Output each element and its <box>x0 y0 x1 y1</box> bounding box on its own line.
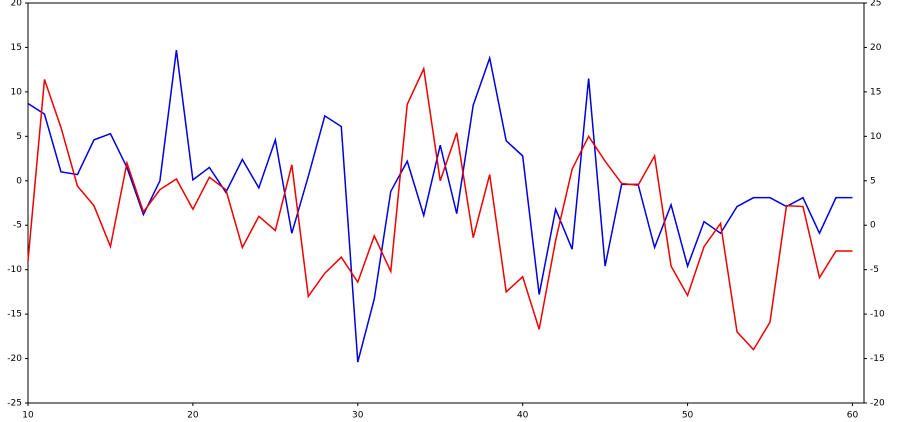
y2-tick-label: 25 <box>870 0 881 9</box>
data-line <box>27 50 853 363</box>
y2-tick-label: 20 <box>870 43 882 53</box>
y2-tick-label: 10 <box>870 132 882 142</box>
x-tick-label: 50 <box>682 411 694 421</box>
y-tick-label: -20 <box>7 354 22 364</box>
y-tick-label: 20 <box>11 0 23 9</box>
y2-tick-label: 5 <box>870 176 876 186</box>
y-tick-label: 0 <box>16 176 22 186</box>
x-tick-label: 10 <box>22 411 34 421</box>
x-tick-label: 40 <box>517 411 529 421</box>
y2-tick-label: 0 <box>870 221 876 231</box>
plot-frame <box>27 2 865 404</box>
y-tick-label: -5 <box>13 221 22 231</box>
y-tick-label: -10 <box>7 265 22 275</box>
y-tick-label: -15 <box>7 310 22 320</box>
x-tick-label: 60 <box>847 411 859 421</box>
y2-tick-label: 15 <box>870 87 881 97</box>
y2-tick-label: -20 <box>870 399 885 409</box>
y-tick-label: 5 <box>16 132 22 142</box>
y-tick-label: 15 <box>11 43 22 53</box>
y2-tick-label: -5 <box>870 265 879 275</box>
y2-tick-label: -15 <box>870 354 885 364</box>
y-tick-label: -25 <box>7 399 22 409</box>
x-tick-label: 30 <box>352 411 364 421</box>
y-tick-label: 10 <box>11 87 23 97</box>
data-line <box>27 66 853 351</box>
y2-tick-label: -10 <box>870 310 885 320</box>
x-tick-label: 20 <box>187 411 199 421</box>
